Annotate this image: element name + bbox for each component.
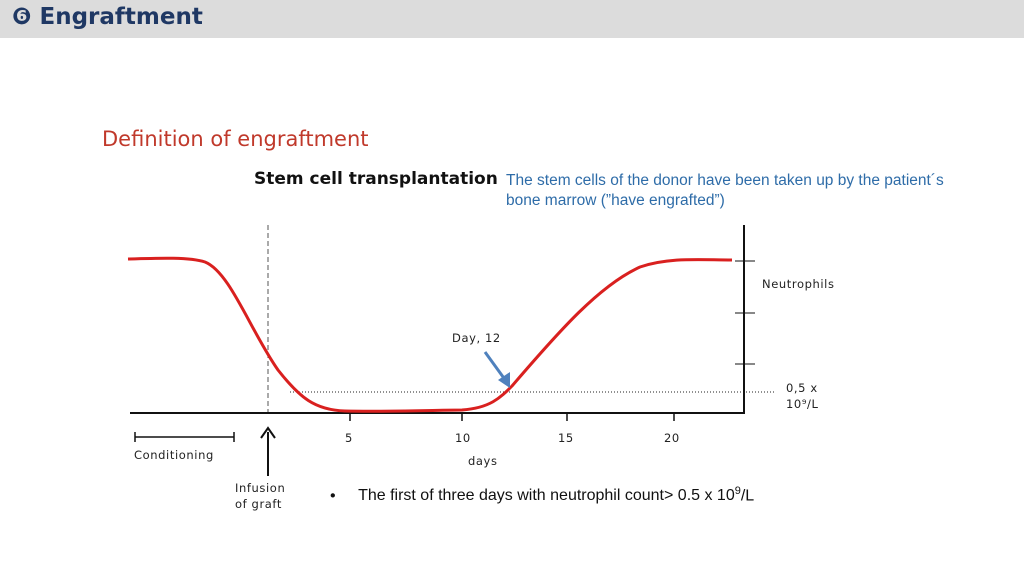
x-tick-label: 15: [558, 431, 574, 445]
bullet-point: • The first of three days with neutrophi…: [330, 485, 754, 505]
x-tick-label: 10: [455, 431, 471, 445]
subtitle: Stem cell transplantation: [254, 169, 498, 189]
neutrophil-curve: [127, 256, 733, 413]
x-tick-label: 5: [345, 431, 353, 445]
conditioning-label: Conditioning: [134, 448, 214, 462]
threshold-label-1: 0,5 x: [786, 381, 818, 395]
bullet-text: The first of three days with neutrophil …: [358, 487, 735, 505]
infusion-label-1: Infusion: [235, 481, 286, 495]
definition-note: The stem cells of the donor have been ta…: [506, 172, 944, 209]
x-tick-label: 20: [664, 431, 680, 445]
day12-arrow: [483, 351, 508, 382]
page-title: ❻ Engraftment: [12, 4, 203, 30]
bullet-suffix: /L: [740, 487, 755, 505]
infusion-label-2: of graft: [235, 497, 282, 511]
neutrophils-label: Neutrophils: [762, 277, 835, 291]
infusion-arrowhead: [260, 426, 276, 439]
day12-arrowhead: [498, 372, 510, 388]
header-bar: ❻ Engraftment: [0, 0, 1024, 38]
section-title: Definition of engraftment: [102, 127, 369, 151]
day-12-label: Day, 12: [452, 331, 501, 345]
threshold-label-2: 10⁹/L: [786, 397, 819, 411]
bullet-marker: •: [330, 487, 336, 505]
bullet-superscript: 9: [734, 485, 741, 497]
x-axis-label: days: [468, 454, 498, 468]
